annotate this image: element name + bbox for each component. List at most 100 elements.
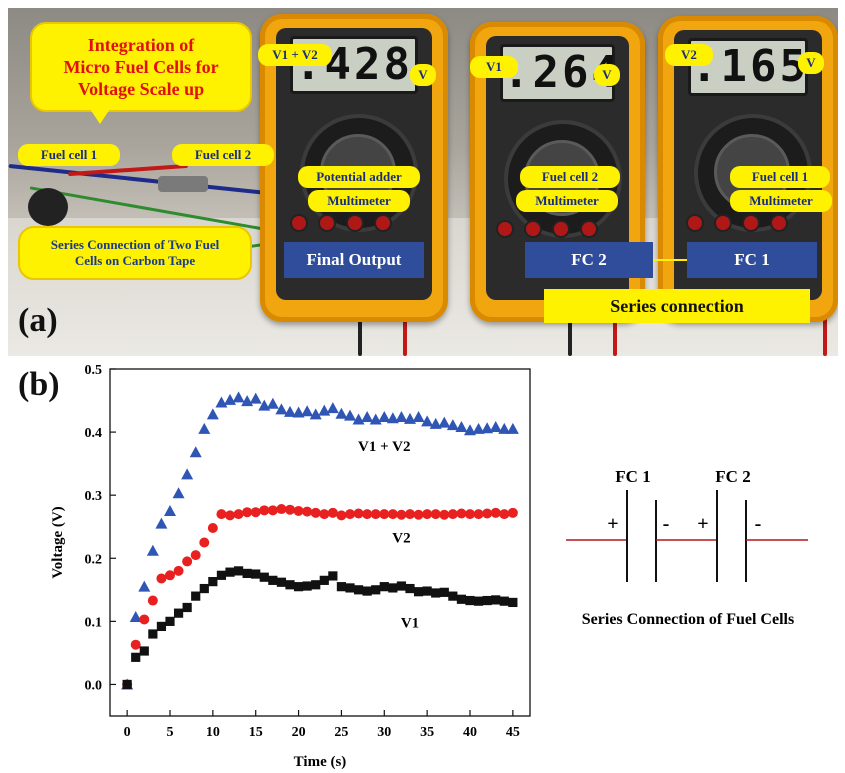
y-tick-label: 0.2: [85, 552, 103, 567]
point-v1-v2: [309, 408, 322, 420]
point-v2: [490, 507, 501, 518]
point-v2: [396, 509, 407, 520]
point-v1: [182, 602, 192, 613]
point-v2: [362, 509, 373, 520]
point-v2: [216, 509, 227, 520]
point-v1-v2: [455, 421, 468, 433]
point-v1-v2: [164, 504, 176, 516]
meter-role-label: Fuel cell 2: [520, 166, 620, 188]
point-v1: [139, 646, 149, 656]
point-v2: [473, 509, 484, 520]
point-v2: [302, 506, 313, 517]
point-v1: [233, 566, 244, 576]
point-v1-v2: [198, 422, 211, 434]
point-v1-v2: [301, 405, 314, 417]
point-v2: [447, 509, 458, 520]
point-v2: [242, 507, 253, 518]
point-v1: [311, 580, 321, 590]
point-v2: [413, 509, 424, 520]
point-v2: [319, 509, 330, 520]
point-v1-v2: [258, 399, 271, 411]
fc1-label: FC 1: [615, 467, 650, 486]
x-tick-label: 30: [377, 725, 391, 740]
point-v2: [465, 509, 475, 520]
title-bubble: Integration of Micro Fuel Cells for Volt…: [30, 22, 252, 112]
point-v1: [156, 621, 167, 632]
fuel-cell-1-label: Fuel cell 1: [18, 144, 120, 166]
point-v1-v2: [472, 422, 485, 434]
point-v1-v2: [412, 410, 425, 422]
fc2-label: FC 2: [715, 467, 750, 486]
point-v2: [225, 510, 235, 521]
point-v1-v2: [155, 517, 168, 529]
point-v1: [482, 595, 492, 606]
point-v1: [122, 679, 132, 690]
point-v2: [336, 510, 347, 521]
point-v1: [268, 575, 278, 585]
y-tick-label: 0.5: [85, 363, 103, 378]
unit-label: V: [594, 64, 620, 86]
series-link-line: [653, 259, 687, 261]
point-v2: [370, 509, 381, 520]
meter-kind-label: Multimeter: [730, 190, 832, 212]
point-v1: [131, 652, 141, 662]
panel-b-tag: (b): [18, 366, 60, 403]
point-v1: [439, 587, 449, 597]
x-tick-label: 20: [292, 725, 306, 740]
bubble-pointer: [88, 106, 112, 124]
point-v1: [422, 586, 432, 596]
point-v1: [473, 596, 484, 606]
unit-label: V: [410, 64, 436, 86]
point-v1: [353, 585, 364, 595]
point-v1-v2: [326, 402, 339, 414]
point-v1-v2: [438, 416, 451, 428]
point-v1: [396, 581, 407, 591]
x-tick-label: 35: [420, 725, 434, 740]
point-v2: [139, 614, 150, 625]
panel-a-tag: (a): [18, 302, 58, 339]
point-v1: [371, 585, 381, 595]
point-v2: [190, 550, 201, 561]
point-v1: [379, 582, 389, 592]
point-v1-v2: [249, 392, 262, 404]
point-v2: [173, 565, 184, 576]
point-v1-v2: [378, 410, 391, 422]
point-v1: [388, 583, 398, 593]
point-v1: [285, 580, 295, 590]
point-v1-v2: [206, 408, 219, 420]
y-axis-label: Voltage (V): [50, 506, 66, 578]
fuel-cell-2-label: Fuel cell 2: [172, 144, 274, 166]
meter-kind-label: Multimeter: [516, 190, 618, 212]
cell-holder: [28, 188, 68, 226]
point-v2: [267, 505, 278, 516]
point-v1: [191, 591, 201, 601]
point-v2: [379, 509, 390, 520]
point-v2: [327, 507, 338, 518]
annotation-v2: V2: [392, 531, 410, 547]
point-v1: [148, 629, 158, 639]
point-v1: [465, 595, 475, 606]
point-v1: [225, 567, 235, 577]
point-v1-v2: [489, 421, 502, 433]
voltage-time-chart: 0 5 10 15 20 25 30 35 40 45 0.0 0.1 0.2 0.3 0.4 0.5 Tim…: [50, 363, 531, 770]
point-v1-v2: [481, 422, 494, 434]
meter-kind-label: Multimeter: [308, 190, 410, 212]
axis-ticks: 0 5 10 15 20 25 30 35 40 45 0.0 0.1 0.2 0.3 0.4 0.5: [85, 363, 520, 740]
point-v1: [499, 596, 509, 606]
point-v2: [233, 509, 244, 520]
point-v2: [250, 507, 261, 518]
annotation-v1-v2: V1 + V2: [358, 439, 410, 455]
point-v2: [165, 570, 175, 581]
x-axis-label: Time (s): [294, 754, 347, 770]
point-v2: [156, 573, 167, 584]
point-v1: [405, 583, 415, 594]
series-circuit-diagram: FC 1 FC 2 + - + - Series Connection of F…: [566, 467, 808, 628]
meter-role-label: Potential adder: [298, 166, 420, 188]
point-v2: [345, 509, 355, 520]
point-v1-v2: [172, 487, 185, 499]
x-tick-label: 25: [334, 725, 348, 740]
point-v1: [448, 591, 458, 601]
experiment-photo: .428 .264 .165 Integration of Micro Fuel…: [8, 8, 838, 356]
point-v1-v2: [429, 417, 442, 429]
point-v2: [439, 509, 450, 520]
